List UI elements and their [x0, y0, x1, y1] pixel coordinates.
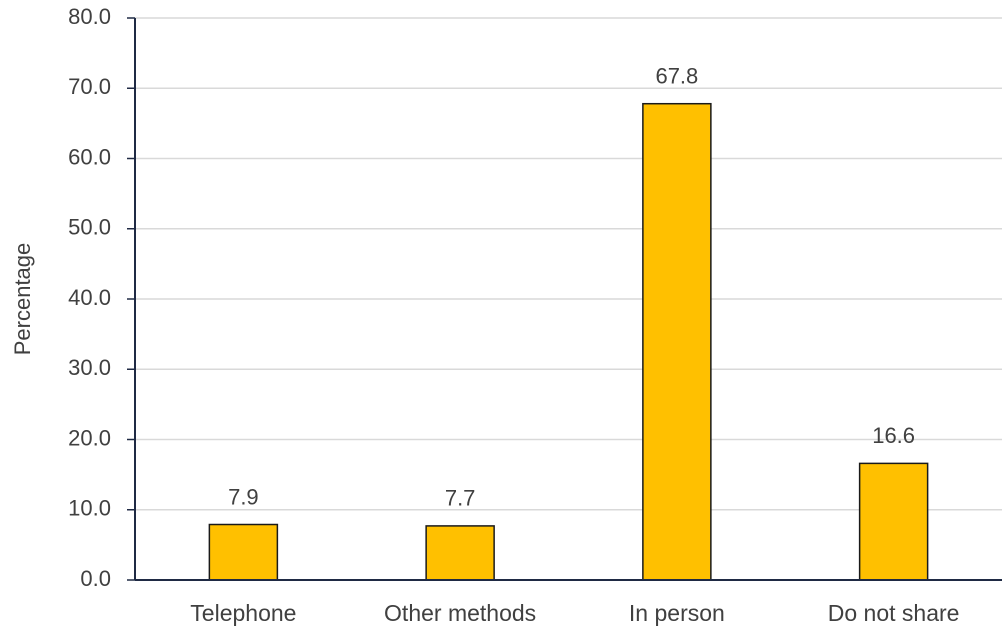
data-label: 16.6: [872, 423, 915, 448]
y-tick-label: 50.0: [68, 215, 111, 240]
x-tick-label: Do not share: [828, 600, 960, 626]
data-label: 7.9: [228, 484, 259, 509]
y-tick-label: 30.0: [68, 355, 111, 380]
bar: [642, 102, 712, 581]
y-tick-label: 80.0: [68, 4, 111, 29]
data-label: 7.7: [445, 486, 476, 511]
y-axis-label: Percentage: [10, 243, 35, 356]
bar: [425, 525, 495, 581]
y-tick-label: 20.0: [68, 425, 111, 450]
x-tick-label: Telephone: [190, 600, 296, 626]
bar: [858, 462, 929, 581]
y-tick-label: 0.0: [80, 566, 111, 591]
y-tick-label: 10.0: [68, 496, 111, 521]
bar: [208, 523, 279, 581]
y-tick-label: 70.0: [68, 74, 111, 99]
y-tick-label: 60.0: [68, 144, 111, 169]
x-tick-label: Other methods: [384, 600, 536, 626]
data-label: 67.8: [655, 64, 698, 89]
x-tick-label: In person: [629, 600, 725, 626]
y-tick-label: 40.0: [68, 285, 111, 310]
